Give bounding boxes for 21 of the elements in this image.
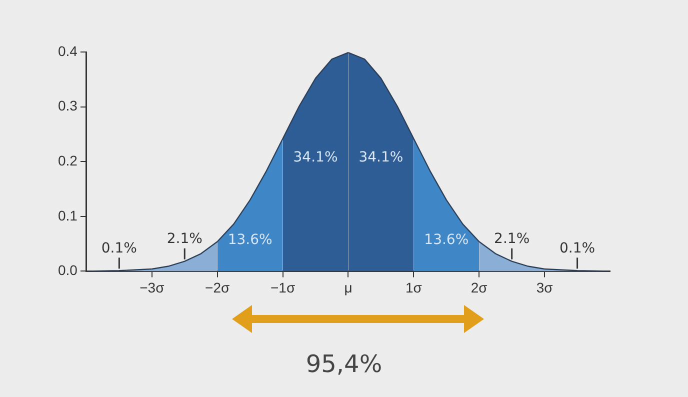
- series-label: 13.6%: [228, 232, 272, 248]
- series-label: 13.6%: [424, 232, 469, 248]
- series-label: 34.1%: [358, 150, 404, 166]
- y-tick-label: 0.1: [58, 207, 78, 224]
- x-tick-label: 1σ: [405, 279, 422, 296]
- text: 95,4%: [304, 350, 384, 378]
- y-tick-label: 0.3: [58, 98, 78, 114]
- x-tick-label: −2σ: [205, 279, 230, 296]
- x-tick-label: 2σ: [470, 279, 488, 296]
- series-label: 0.1%: [559, 240, 596, 256]
- y-tick-label: 0.2: [58, 152, 78, 168]
- x-tick-label: 3σ: [536, 279, 554, 296]
- series-label: 2.1%: [166, 230, 202, 247]
- y-tick-label: 0.0: [58, 262, 78, 278]
- x-tick-label: −3σ: [140, 279, 165, 296]
- series-label: 0.1%: [101, 240, 137, 256]
- y-tick-label: 0.4: [58, 42, 78, 59]
- x-tick-label: μ: [344, 279, 352, 296]
- series-label: 34.1%: [293, 150, 338, 166]
- series-label: 2.1%: [494, 230, 530, 247]
- x-tick-label: −1σ: [270, 279, 296, 296]
